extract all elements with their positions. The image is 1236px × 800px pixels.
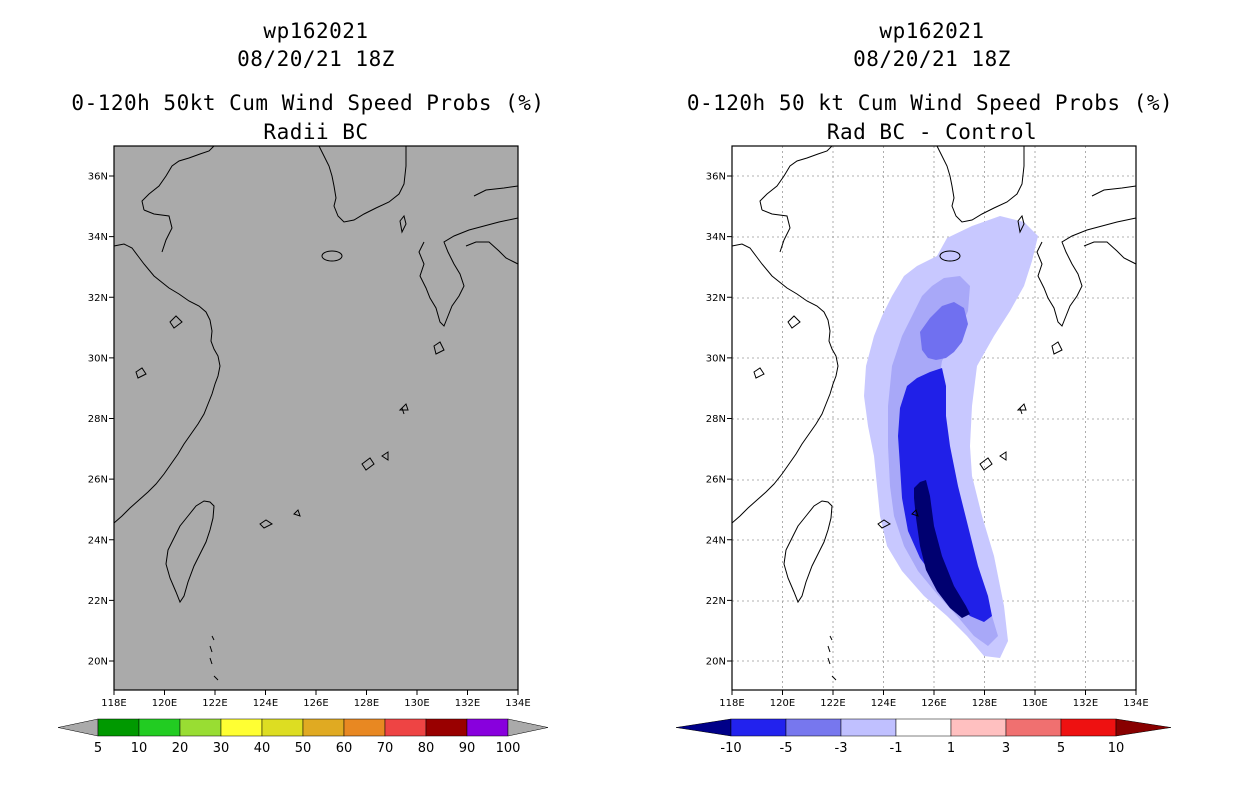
left-lon-label: 126E bbox=[303, 698, 328, 709]
left-lat-label: 34N bbox=[88, 232, 108, 243]
right-lon-label: 120E bbox=[770, 698, 795, 709]
left-axis-ticks: 36N 34N 32N 30N 28N 26N 24N 22N 20N 118E 120E 122E 1… bbox=[88, 172, 531, 710]
left-colorbar-label: 30 bbox=[213, 741, 230, 756]
right-lon-label: 126E bbox=[921, 698, 946, 709]
left-lat-label: 30N bbox=[88, 353, 108, 364]
right-lat-label: 34N bbox=[706, 232, 726, 243]
right-lat-label: 26N bbox=[706, 475, 726, 486]
right-colorbar-swatch bbox=[1005, 718, 1062, 737]
contour-minus-5 bbox=[898, 368, 992, 622]
left-colorbar-label: 40 bbox=[254, 741, 271, 756]
left-colorbar-label: 80 bbox=[418, 741, 435, 756]
left-lat-label: 26N bbox=[88, 475, 108, 486]
left-colorbar-swatch bbox=[138, 718, 181, 737]
left-lon-label: 118E bbox=[101, 698, 126, 709]
right-colorbar-label: -10 bbox=[720, 741, 741, 756]
left-lon-label: 132E bbox=[455, 698, 480, 709]
left-map-panel bbox=[113, 145, 519, 691]
right-colorbar-high-arrow bbox=[1115, 718, 1172, 737]
right-colorbar-low-arrow bbox=[675, 718, 732, 737]
right-colorbar-swatch bbox=[1060, 718, 1117, 737]
contour-minus-3b bbox=[920, 302, 968, 360]
right-lat-label: 22N bbox=[706, 596, 726, 607]
left-colorbar-label: 50 bbox=[295, 741, 312, 756]
right-title-subtitle: Rad BC - Control bbox=[826, 120, 1038, 144]
left-colorbar-swatch bbox=[302, 718, 345, 737]
left-colorbar-label: 20 bbox=[172, 741, 189, 756]
right-colorbar: -10 -5 -3 -1 1 3 5 10 bbox=[675, 718, 1172, 756]
left-colorbar-swatch bbox=[220, 718, 263, 737]
right-colorbar-label: -1 bbox=[890, 741, 903, 756]
left-lat-label: 24N bbox=[88, 535, 108, 546]
left-title-product: 0-120h 50kt Cum Wind Speed Probs (%) bbox=[71, 91, 545, 115]
contour-minus-10 bbox=[914, 480, 970, 618]
left-lat-label: 20N bbox=[88, 657, 108, 668]
left-colorbar-swatch bbox=[179, 718, 222, 737]
left-colorbar-swatch bbox=[384, 718, 427, 737]
left-colorbar-low-arrow bbox=[57, 718, 99, 737]
right-colorbar-swatch bbox=[785, 718, 842, 737]
left-lon-label: 122E bbox=[202, 698, 227, 709]
left-colorbar-label: 70 bbox=[377, 741, 394, 756]
right-colorbar-swatch bbox=[730, 718, 787, 737]
right-lat-label: 20N bbox=[706, 657, 726, 668]
left-colorbar-label: 100 bbox=[496, 741, 521, 756]
left-title-datetime: 08/20/21 18Z bbox=[237, 47, 395, 71]
left-colorbar-label: 60 bbox=[336, 741, 353, 756]
right-colorbar-label: 3 bbox=[1002, 741, 1010, 756]
right-lat-label: 32N bbox=[706, 293, 726, 304]
left-lat-label: 28N bbox=[88, 414, 108, 425]
left-lat-label: 32N bbox=[88, 293, 108, 304]
right-lat-label: 36N bbox=[706, 172, 726, 183]
right-lon-label: 124E bbox=[871, 698, 896, 709]
left-colorbar-swatch bbox=[425, 718, 468, 737]
left-colorbar-swatch bbox=[261, 718, 304, 737]
right-colorbar-label: -3 bbox=[835, 741, 848, 756]
left-colorbar-label: 5 bbox=[94, 741, 102, 756]
left-colorbar-swatch bbox=[466, 718, 509, 737]
right-colorbar-label: 1 bbox=[947, 741, 955, 756]
left-title-subtitle: Radii BC bbox=[263, 120, 369, 144]
left-lon-label: 130E bbox=[404, 698, 429, 709]
right-colorbar-label: 5 bbox=[1057, 741, 1065, 756]
left-lat-label: 36N bbox=[88, 172, 108, 183]
left-colorbar: 5 10 20 30 40 50 60 70 80 90 100 bbox=[57, 718, 549, 756]
right-lat-label: 30N bbox=[706, 353, 726, 364]
left-colorbar-high-arrow bbox=[507, 718, 549, 737]
right-title-product: 0-120h 50 kt Cum Wind Speed Probs (%) bbox=[686, 91, 1174, 115]
right-lon-label: 134E bbox=[1123, 698, 1148, 709]
right-lon-label: 122E bbox=[820, 698, 845, 709]
left-colorbar-swatch bbox=[97, 718, 140, 737]
right-map-panel bbox=[731, 145, 1137, 691]
left-lon-label: 128E bbox=[354, 698, 379, 709]
right-colorbar-label: 10 bbox=[1108, 741, 1125, 756]
right-lon-label: 118E bbox=[719, 698, 744, 709]
left-title-storm-id: wp162021 bbox=[263, 19, 369, 43]
left-colorbar-label: 90 bbox=[459, 741, 476, 756]
right-axis-ticks: 36N 34N 32N 30N 28N 26N 24N 22N 20N 118E 120E 122E 1… bbox=[706, 172, 1149, 710]
left-lat-label: 22N bbox=[88, 596, 108, 607]
right-colorbar-swatch bbox=[840, 718, 897, 737]
right-lon-label: 128E bbox=[972, 698, 997, 709]
right-colorbar-swatch bbox=[895, 718, 952, 737]
left-map-background bbox=[113, 145, 519, 691]
right-lat-label: 24N bbox=[706, 535, 726, 546]
right-title-datetime: 08/20/21 18Z bbox=[853, 47, 1011, 71]
left-colorbar-label: 10 bbox=[131, 741, 148, 756]
left-lon-label: 124E bbox=[253, 698, 278, 709]
right-colorbar-label: -5 bbox=[780, 741, 793, 756]
right-colorbar-swatch bbox=[950, 718, 1007, 737]
left-lon-label: 134E bbox=[505, 698, 530, 709]
left-colorbar-swatch bbox=[343, 718, 386, 737]
right-lon-label: 130E bbox=[1022, 698, 1047, 709]
right-lat-label: 28N bbox=[706, 414, 726, 425]
right-title-storm-id: wp162021 bbox=[879, 19, 985, 43]
left-lon-label: 120E bbox=[152, 698, 177, 709]
right-lon-label: 132E bbox=[1073, 698, 1098, 709]
